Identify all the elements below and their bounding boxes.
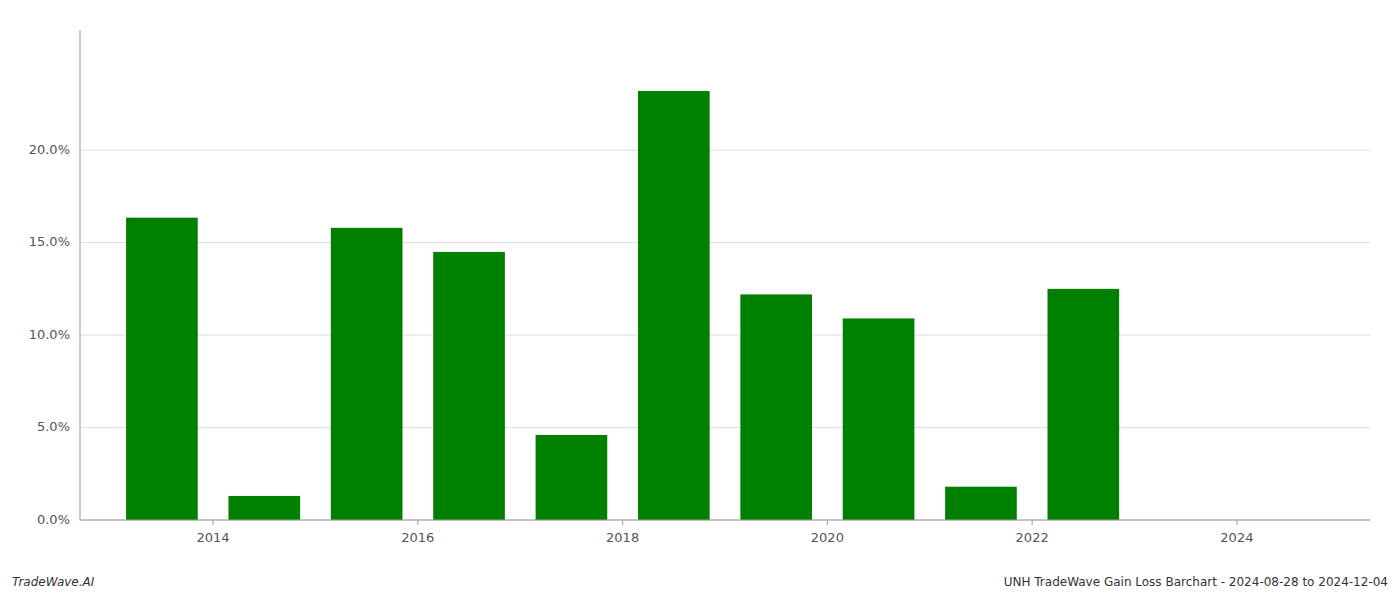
x-tick [827, 520, 828, 525]
grid-line [80, 242, 1370, 243]
bar [331, 228, 403, 520]
y-tick-label: 0.0% [37, 512, 70, 527]
bar [1048, 289, 1120, 520]
y-axis-line [80, 30, 81, 520]
x-tick-label: 2024 [1220, 530, 1253, 545]
bar [638, 91, 710, 520]
annotation: UNH TradeWave Gain Loss Barchart - 2024-… [1004, 575, 1388, 589]
x-tick [1236, 520, 1237, 525]
y-tick-label: 15.0% [29, 234, 70, 249]
x-tick-label: 2022 [1016, 530, 1049, 545]
x-tick-label: 2018 [606, 530, 639, 545]
bar [536, 435, 608, 520]
x-tick [1032, 520, 1033, 525]
chart-svg: 0.0% 5.0% 10.0% 15.0% 20.0% 2014 2016 2018 2020 2… [0, 0, 1400, 600]
x-tick [622, 520, 623, 525]
x-tick-label: 2014 [197, 530, 230, 545]
grid-line [80, 520, 1370, 521]
bar [843, 318, 915, 520]
bar [740, 294, 812, 520]
x-tick [213, 520, 214, 525]
y-tick-label: 10.0% [29, 327, 70, 342]
x-tick-label: 2020 [811, 530, 844, 545]
bar [126, 218, 198, 520]
x-tick-label: 2016 [401, 530, 434, 545]
bars [126, 91, 1119, 520]
bar [228, 496, 300, 520]
y-tick-label: 20.0% [29, 142, 70, 157]
grid-line [80, 335, 1370, 336]
y-tick-label: 5.0% [37, 419, 70, 434]
bar [945, 487, 1017, 520]
x-tick [417, 520, 418, 525]
grid-line [80, 427, 1370, 428]
x-axis-line [80, 520, 1370, 521]
grid-line [80, 150, 1370, 151]
annotation: TradeWave.AI [12, 575, 95, 589]
chart-container: 0.0% 5.0% 10.0% 15.0% 20.0% 2014 2016 2018 2020 2… [0, 0, 1400, 600]
bar [433, 252, 505, 520]
grid [80, 150, 1370, 520]
